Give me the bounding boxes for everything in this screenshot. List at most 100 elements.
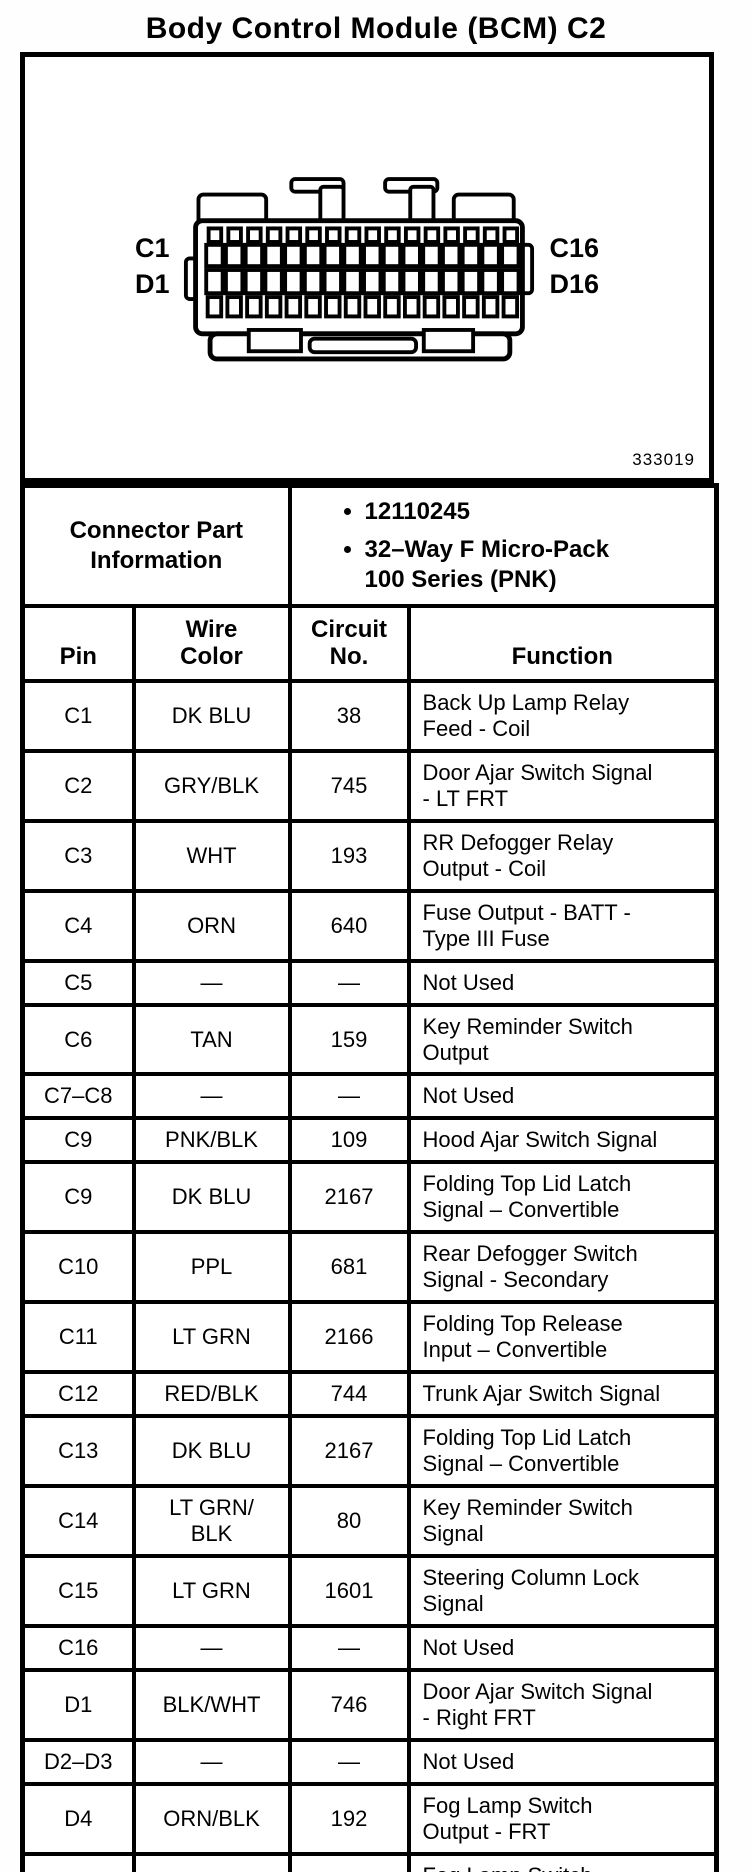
table-row: C16— — Not Used bbox=[20, 1623, 719, 1672]
pin-cell: C9 bbox=[20, 1116, 136, 1165]
function-cell: Not Used bbox=[406, 1623, 719, 1672]
circuit-no-cell: 187 bbox=[287, 1851, 411, 1872]
circuit-no-cell: 109 bbox=[287, 1116, 411, 1165]
part-info-label: Connector Part Information bbox=[20, 483, 292, 608]
function-cell: Not Used bbox=[406, 1737, 719, 1786]
pin-cell: C11 bbox=[20, 1300, 136, 1375]
wire-color-cell: GRY/BLK bbox=[131, 748, 292, 823]
circuit-no-cell: 745 bbox=[287, 748, 411, 823]
part-info-items: 12110245 32–Way F Micro-Pack 100 Series … bbox=[287, 483, 719, 608]
wire-color-cell: — bbox=[131, 958, 292, 1007]
circuit-no-cell: 1601 bbox=[287, 1553, 411, 1628]
circuit-no-cell: 193 bbox=[287, 818, 411, 893]
wire-color-cell: RED/BLK bbox=[131, 1370, 292, 1419]
connector-diagram-box: C1 D1 bbox=[20, 52, 714, 483]
wire-color-cell: LT GRN bbox=[131, 1300, 292, 1375]
pin-cell: C5 bbox=[20, 958, 136, 1007]
connector-type: 32–Way F Micro-Pack 100 Series (PNK) bbox=[365, 535, 713, 595]
function-cell: Key Reminder Switch Output bbox=[406, 1002, 719, 1077]
table-row: C11 LT GRN 2166 Folding Top Release Input –… bbox=[20, 1300, 719, 1375]
header-function: Function bbox=[406, 604, 719, 683]
pin-cell: C3 bbox=[20, 818, 136, 893]
pin-cell: C13 bbox=[20, 1414, 136, 1488]
function-cell: Trunk Ajar Switch Signal bbox=[406, 1370, 719, 1419]
circuit-no-cell: 192 bbox=[287, 1781, 411, 1856]
connector-drawing: C1 D1 bbox=[25, 57, 709, 365]
connector-illustration-icon bbox=[184, 177, 535, 362]
circuit-no-cell: — bbox=[287, 958, 411, 1007]
circuit-no-cell: 2167 bbox=[287, 1414, 411, 1488]
table-header-row: Pin Wire Color Circuit No. Function bbox=[20, 604, 719, 683]
circuit-no-cell: — bbox=[287, 1072, 411, 1121]
header-pin: Pin bbox=[20, 604, 136, 683]
pin-label-d16: D16 bbox=[549, 268, 600, 299]
wire-color-cell: — bbox=[131, 1072, 292, 1121]
table-row: C9 DK BLU 2167 Folding Top Lid Latch Signal… bbox=[20, 1160, 719, 1235]
function-cell: Folding Top Release Input – Convertible bbox=[406, 1300, 719, 1375]
pin-cell: C1 bbox=[20, 679, 136, 753]
function-cell: Fog Lamp Switch Output - RR bbox=[406, 1851, 719, 1872]
table-row: C15 LT GRN 1601 Steering Column Lock Signal bbox=[20, 1553, 719, 1628]
circuit-no-cell: — bbox=[287, 1737, 411, 1786]
wire-color-cell: — bbox=[131, 1737, 292, 1786]
wire-color-cell: LT GRN/ BLK bbox=[131, 1483, 292, 1558]
circuit-no-cell: 681 bbox=[287, 1230, 411, 1305]
circuit-no-cell: 2166 bbox=[287, 1300, 411, 1375]
function-cell: Steering Column Lock Signal bbox=[406, 1553, 719, 1628]
function-cell: Not Used bbox=[406, 958, 719, 1007]
wire-color-cell: DK BLU bbox=[131, 679, 292, 753]
wire-color-cell: WHT bbox=[131, 818, 292, 893]
pin-labels-right: C16 D16 bbox=[549, 232, 600, 299]
circuit-no-cell: 2167 bbox=[287, 1160, 411, 1235]
table-row: C7–C8— — Not Used bbox=[20, 1072, 719, 1121]
table-row: C5— — Not Used bbox=[20, 958, 719, 1007]
header-wire-color: Wire Color bbox=[131, 604, 292, 683]
header-circuit-no: Circuit No. bbox=[287, 604, 411, 683]
function-cell: Fog Lamp Switch Output - FRT bbox=[406, 1781, 719, 1856]
pin-cell: D2–D3 bbox=[20, 1737, 136, 1786]
pin-label-c1: C1 bbox=[134, 232, 170, 263]
table-row: C6 TAN 159 Key Reminder Switch Output bbox=[20, 1002, 719, 1077]
circuit-no-cell: 80 bbox=[287, 1483, 411, 1558]
table-row: C14 LT GRN/ BLK 80 Key Reminder Switch Sign… bbox=[20, 1483, 719, 1558]
pin-cell: D4 bbox=[20, 1781, 136, 1856]
function-cell: Folding Top Lid Latch Signal – Convertib… bbox=[406, 1160, 719, 1235]
pin-cell: C14 bbox=[20, 1483, 136, 1558]
circuit-no-cell: 746 bbox=[287, 1667, 411, 1742]
pin-cell: C6 bbox=[20, 1002, 136, 1077]
figure-number: 333019 bbox=[632, 450, 695, 469]
table-row: C13 DK BLU 2167 Folding Top Lid Latch Signa… bbox=[20, 1414, 719, 1488]
table-row: C12 RED/BLK 744 Trunk Ajar Switch Signal bbox=[20, 1370, 719, 1419]
wire-color-cell: PNK/BLK bbox=[131, 1116, 292, 1165]
pin-cell: C15 bbox=[20, 1553, 136, 1628]
function-cell: Back Up Lamp Relay Feed - Coil bbox=[406, 679, 719, 753]
circuit-no-cell: 744 bbox=[287, 1370, 411, 1419]
wire-color-cell: ORN bbox=[131, 888, 292, 963]
wire-color-cell: DK BLU bbox=[131, 1414, 292, 1488]
function-cell: Key Reminder Switch Signal bbox=[406, 1483, 719, 1558]
pin-cell: D5 bbox=[20, 1851, 136, 1872]
table-row: D5LT BLU187Fog Lamp Switch Output - RR bbox=[20, 1851, 719, 1872]
circuit-no-cell: 640 bbox=[287, 888, 411, 963]
function-cell: Not Used bbox=[406, 1072, 719, 1121]
function-cell: Folding Top Lid Latch Signal – Convertib… bbox=[406, 1414, 719, 1488]
table-row: D1 BLK/WHT 746 Door Ajar Switch Signal - Ri… bbox=[20, 1667, 719, 1742]
table-row: D2–D3— — Not Used bbox=[20, 1737, 719, 1786]
pin-cell: C9 bbox=[20, 1160, 136, 1235]
table-row: C9 PNK/BLK 109 Hood Ajar Switch Signal bbox=[20, 1116, 719, 1165]
pin-cell: C12 bbox=[20, 1370, 136, 1419]
function-cell: RR Defogger Relay Output - Coil bbox=[406, 818, 719, 893]
function-cell: Door Ajar Switch Signal - Right FRT bbox=[406, 1667, 719, 1742]
part-info-list: 12110245 32–Way F Micro-Pack 100 Series … bbox=[294, 497, 713, 595]
table-row: C4 ORN 640 Fuse Output - BATT - Type III Fu… bbox=[20, 888, 719, 963]
table-row: C3 WHT 193 RR Defogger Relay Output - Coil bbox=[20, 818, 719, 893]
pin-cell: C10 bbox=[20, 1230, 136, 1305]
circuit-no-cell: 159 bbox=[287, 1002, 411, 1077]
table-row: C1 DK BLU 38 Back Up Lamp Relay Feed - Coil bbox=[20, 679, 719, 753]
wire-color-cell: ORN/BLK bbox=[131, 1781, 292, 1856]
pin-labels-left: C1 D1 bbox=[134, 232, 170, 298]
wire-color-cell: BLK/WHT bbox=[131, 1667, 292, 1742]
wire-color-cell: TAN bbox=[131, 1002, 292, 1077]
pin-label-c16: C16 bbox=[549, 232, 600, 263]
